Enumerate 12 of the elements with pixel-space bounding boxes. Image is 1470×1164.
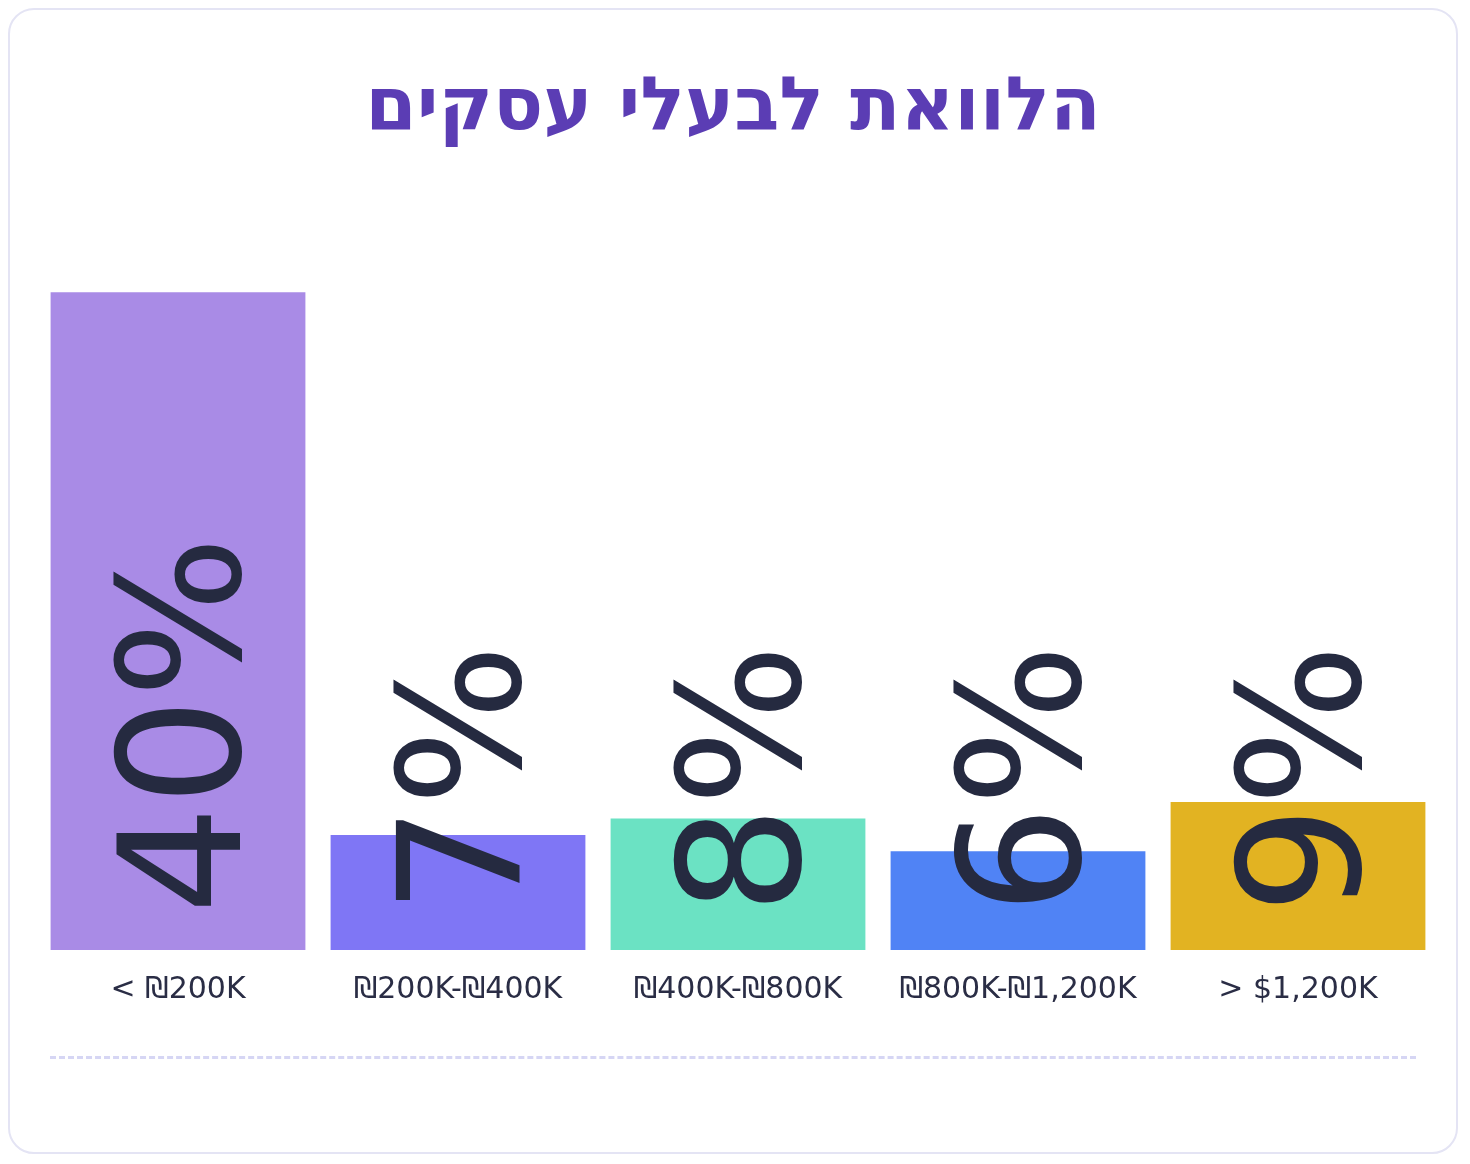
data-label: 6% [922,644,1120,914]
x-tick-label: > $1,200K [1218,969,1379,1005]
data-label: 9% [1202,644,1400,914]
x-tick-label: ₪400K-₪800K [633,969,844,1005]
x-tick-label: ₪800K-₪1,200K [899,969,1138,1005]
chart-title: הלוואת לבעלי עסקים [364,59,1102,149]
x-tick-label: < ₪200K [110,969,247,1005]
data-label: 40% [82,536,280,914]
bar [50,292,306,950]
x-tick-label: ₪200K-₪400K [353,969,564,1005]
data-label: 7% [362,644,560,914]
data-label: 8% [642,644,840,914]
